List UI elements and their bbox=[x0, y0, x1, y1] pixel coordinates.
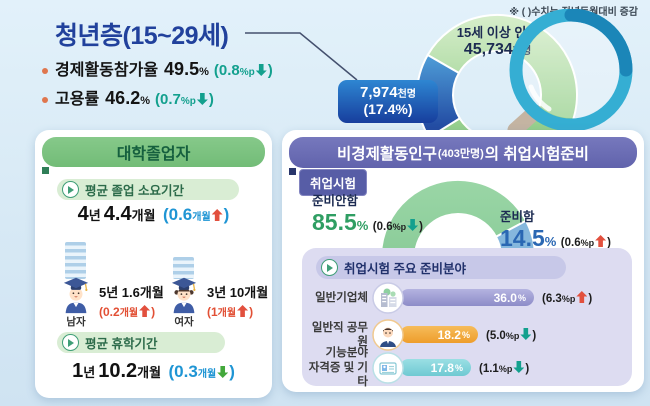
connector-line bbox=[245, 32, 358, 81]
down-arrow-icon bbox=[196, 93, 208, 105]
ruler-graphic bbox=[65, 242, 86, 279]
stat-employment-rate: 고용률 46.2 % (0.7%p) bbox=[42, 85, 273, 114]
bar-row-license: 기능분야 자격증 및 기타 17.8% (1.1%p) bbox=[308, 347, 530, 389]
stat-value: 49.5 bbox=[164, 59, 200, 79]
bullet-icon bbox=[42, 67, 48, 74]
stat-label: 경제활동참가율 bbox=[55, 62, 159, 79]
magnifier-icon bbox=[507, 9, 633, 131]
bar-civil-servant: 18.2% bbox=[400, 326, 478, 343]
bar-license: 17.8% bbox=[400, 359, 471, 376]
ruler-graphic bbox=[173, 257, 194, 279]
play-icon bbox=[62, 181, 79, 198]
down-arrow-icon bbox=[513, 361, 525, 373]
exam-panel: 비경제활동인구 (403만명) 의 취업시험준비 취업시험 준비안함 85.5% (… bbox=[282, 130, 644, 392]
ribbon-fold bbox=[289, 168, 296, 175]
stat-value: 46.2 bbox=[105, 88, 141, 108]
down-arrow-icon bbox=[520, 328, 532, 340]
play-icon bbox=[62, 334, 79, 351]
not-preparing-stat: 준비안함 85.5% (0.6%p) bbox=[312, 194, 423, 235]
stat-participation-rate: 경제활동참가율 49.5 % (0.8%p) bbox=[42, 56, 273, 85]
civil-servant-icon bbox=[372, 319, 404, 351]
bar-company: 36.0% bbox=[400, 289, 534, 306]
male-label: 남자 bbox=[66, 316, 86, 328]
graduates-panel-title: 대학졸업자 bbox=[42, 137, 265, 167]
youth-segment-label: 7,974천명 (17.4%) bbox=[338, 80, 438, 123]
female-stat: 3년 10개월 (1개월) bbox=[207, 285, 269, 319]
leave-duration-value: 1년 10.2개월 (0.3개월) bbox=[72, 360, 235, 382]
up-arrow-icon bbox=[211, 209, 223, 221]
leave-change: (0.3개월) bbox=[168, 362, 235, 381]
male-graduate-icon bbox=[63, 277, 89, 314]
population-label: 15세 이상 인구 bbox=[456, 25, 539, 40]
stat-change: (0.7%p) bbox=[155, 91, 214, 108]
up-arrow-icon bbox=[237, 305, 249, 317]
page-title: 청년층(15~29세) bbox=[55, 22, 229, 50]
graduation-duration-value: 4년 4.4개월 (0.6개월) bbox=[77, 203, 230, 225]
ribbon-fold bbox=[42, 167, 49, 174]
population-value: 45,734 bbox=[463, 41, 513, 58]
preparing-stat: 준비함 14.5% (0.6%p) bbox=[500, 210, 611, 251]
bar-civil-servant-change: (5.0%p) bbox=[486, 328, 537, 342]
up-arrow-icon bbox=[595, 235, 607, 247]
bar-company-change: (6.3%p) bbox=[542, 291, 593, 305]
bar-row-civil-servant: 일반직 공무원 18.2% bbox=[302, 319, 632, 351]
stat-change: (0.8%p) bbox=[213, 62, 273, 79]
down-arrow-icon bbox=[255, 64, 267, 76]
down-arrow-icon bbox=[407, 219, 419, 231]
certificate-icon bbox=[372, 352, 404, 384]
section-leave-duration: 평균 휴학기간 bbox=[57, 332, 225, 353]
down-arrow-icon bbox=[217, 366, 229, 378]
duration-change: (0.6개월) bbox=[162, 205, 230, 224]
female-label: 여자 bbox=[174, 316, 194, 328]
company-icon bbox=[372, 282, 404, 314]
up-arrow-icon bbox=[139, 305, 151, 317]
prep-fields-heading: 취업시험 주요 준비분야 bbox=[316, 256, 566, 279]
stat-label: 고용률 bbox=[55, 91, 100, 108]
exam-panel-title: 비경제활동인구 (403만명) 의 취업시험준비 bbox=[289, 137, 637, 168]
bar-row-company: 일반기업체 36.0% (6.3%p) bbox=[302, 282, 632, 314]
prep-fields-box: 취업시험 주요 준비분야 일반기업체 36.0% bbox=[302, 248, 632, 389]
female-graduate-icon bbox=[171, 277, 197, 314]
bar-license-change: (1.1%p) bbox=[479, 361, 530, 375]
bullet-icon bbox=[42, 96, 48, 103]
male-stat: 5년 1.6개월 (0.2개월) bbox=[99, 285, 164, 319]
headline-stats: 경제활동참가율 49.5 % (0.8%p) 고용률 46.2 % (0.7%p… bbox=[42, 56, 273, 114]
graduates-panel: 대학졸업자 평균 졸업 소요기간 4년 4.4개월 (0.6개월) 남자 5년 1… bbox=[35, 130, 272, 398]
exam-tag: 취업시험 bbox=[299, 169, 368, 196]
section-graduation-duration: 평균 졸업 소요기간 bbox=[57, 179, 239, 200]
play-icon bbox=[321, 259, 338, 276]
up-arrow-icon bbox=[576, 291, 588, 303]
